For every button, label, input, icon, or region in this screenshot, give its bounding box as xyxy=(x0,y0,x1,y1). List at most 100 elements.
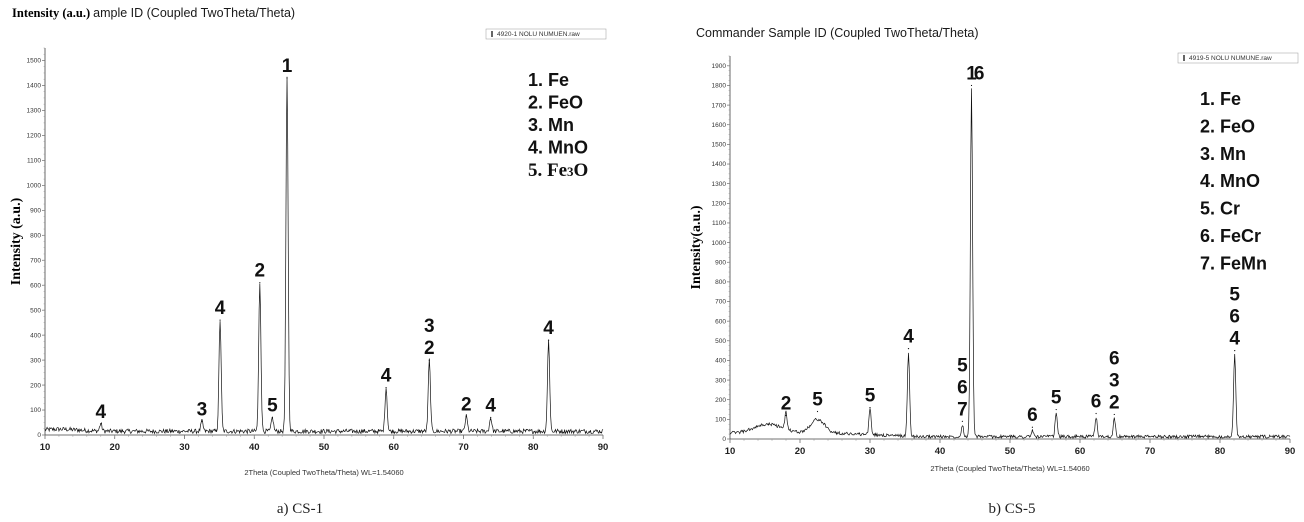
x-axis-title: 2Theta (Coupled TwoTheta/Theta) WL=1.540… xyxy=(244,468,403,477)
peak-point xyxy=(961,420,964,422)
peak-label: 6 xyxy=(1027,405,1038,426)
peak-point xyxy=(286,77,288,79)
y-tick-label: 1400 xyxy=(27,83,42,90)
file-legend-box xyxy=(485,28,607,40)
chart-title: Commander Sample ID (Coupled TwoTheta/Th… xyxy=(696,26,979,40)
x-tick-label: 10 xyxy=(725,446,736,457)
x-tick-label: 70 xyxy=(458,442,469,453)
y-tick-label: 1200 xyxy=(27,133,42,140)
peak-point xyxy=(1031,426,1033,428)
peak-label: 5 xyxy=(812,390,823,411)
peak-label: 2 xyxy=(1109,392,1120,413)
legend-item: 4. MnO xyxy=(528,138,588,158)
peak-point xyxy=(1055,408,1057,411)
x-tick-label: 80 xyxy=(528,442,539,453)
y-tick-label: 400 xyxy=(30,332,41,339)
y-tick-label: 1400 xyxy=(712,161,727,168)
y-axis-title: Intensity(a.u.) xyxy=(689,205,704,289)
peak-label: 2 xyxy=(461,394,472,415)
file-legend-label: 4919-5 NOLU NUMUNE.raw xyxy=(1189,55,1272,62)
peak-label: 6 xyxy=(974,63,985,84)
diffraction-pattern-line xyxy=(44,76,604,435)
y-tick-label: 0 xyxy=(37,432,41,439)
peak-label: 1 xyxy=(282,56,293,77)
legend-item: 2. FeO xyxy=(528,93,583,113)
y-tick-label: 1300 xyxy=(712,181,727,188)
peak-point xyxy=(428,359,430,361)
legend-item: 1. Fe xyxy=(528,70,569,90)
x-tick-label: 40 xyxy=(249,442,260,453)
x-tick-label: 10 xyxy=(40,442,51,453)
y-tick-label: 1200 xyxy=(712,201,727,208)
x-tick-label: 30 xyxy=(865,446,876,457)
peak-label: 5 xyxy=(865,386,876,407)
panel-caption: b) CS-5 xyxy=(988,501,1035,517)
x-axis-title: 2Theta (Coupled TwoTheta/Theta) WL=1.540… xyxy=(930,464,1089,473)
y-tick-label: 700 xyxy=(715,299,726,306)
chart-panel-2: Commander Sample ID (Coupled TwoTheta/Th… xyxy=(689,26,1299,517)
file-legend-box xyxy=(1177,52,1299,64)
peak-label: 2 xyxy=(255,261,266,282)
peak-label: 4 xyxy=(903,327,914,348)
peak-point xyxy=(1234,350,1236,352)
file-legend: 4919-5 NOLU NUMUNE.raw xyxy=(1177,52,1299,64)
peak-label: 4 xyxy=(543,318,554,339)
peak-label: 7 xyxy=(957,399,968,420)
y-tick-label: 500 xyxy=(715,338,726,345)
y-tick-label: 800 xyxy=(30,232,41,239)
legend-item-part: 5. Fe xyxy=(528,160,567,181)
peak-point xyxy=(271,416,273,419)
y-tick-label: 100 xyxy=(30,407,41,414)
x-tick-label: 60 xyxy=(1075,446,1086,457)
peak-label: 5 xyxy=(1229,285,1240,306)
peak-label: 4 xyxy=(96,402,107,423)
peak-label: 3 xyxy=(1109,370,1120,391)
y-tick-label: 1500 xyxy=(712,142,727,149)
y-tick-label: 500 xyxy=(30,307,41,314)
peak-label: 1 xyxy=(966,63,977,84)
peak-label: 5 xyxy=(957,355,968,376)
y-tick-label: 1000 xyxy=(27,183,42,190)
y-tick-label: 800 xyxy=(715,279,726,286)
peak-point xyxy=(970,84,973,87)
legend-item: 5. Fe3O xyxy=(528,160,588,181)
y-tick-label: 900 xyxy=(715,259,726,266)
peak-point xyxy=(767,423,770,425)
peak-label: 4 xyxy=(1229,329,1240,350)
x-tick-label: 30 xyxy=(179,442,190,453)
peak-point xyxy=(785,414,787,417)
legend-item: 5. Cr xyxy=(1200,199,1240,219)
legend-item: 2. FeO xyxy=(1200,116,1255,136)
y-tick-label: 1500 xyxy=(27,58,42,65)
y-axis-title: Intensity (a.u.) xyxy=(9,197,24,285)
y-tick-label: 600 xyxy=(30,282,41,289)
peak-point xyxy=(259,282,261,284)
file-legend-label: 4920-1 NOLU NUMUEN.raw xyxy=(497,31,580,38)
x-tick-label: 90 xyxy=(1285,446,1296,457)
x-tick-label: 20 xyxy=(109,442,120,453)
legend-item: 3. Mn xyxy=(1200,144,1246,164)
peak-label: 5 xyxy=(267,396,278,417)
y-tick-label: 900 xyxy=(30,207,41,214)
peak-label: 2 xyxy=(424,338,435,359)
x-tick-label: 50 xyxy=(1005,446,1016,457)
peak-label: 6 xyxy=(1109,348,1120,369)
y-tick-label: 0 xyxy=(722,436,726,443)
y-tick-label: 200 xyxy=(30,382,41,389)
peak-label: 6 xyxy=(1091,391,1102,412)
y-tick-label: 300 xyxy=(715,377,726,384)
peak-point xyxy=(490,416,492,419)
y-tick-label: 1800 xyxy=(712,83,727,90)
peak-point xyxy=(100,423,102,425)
y-tick-label: 600 xyxy=(715,318,726,325)
phase-legend: 1. Fe 2. FeO 3. Mn 4. MnO 5. Cr 6. FeCr 7. FeM… xyxy=(1200,89,1267,273)
legend-item: 4. MnO xyxy=(1200,171,1260,191)
legend-item: 3. Mn xyxy=(528,115,574,135)
peak-point xyxy=(465,415,467,417)
peak-label: 4 xyxy=(485,396,496,417)
y-tick-label: 200 xyxy=(715,397,726,404)
chart-title-prefix: Intensity (a.u.) xyxy=(12,6,90,20)
x-tick-label: 70 xyxy=(1145,446,1156,457)
